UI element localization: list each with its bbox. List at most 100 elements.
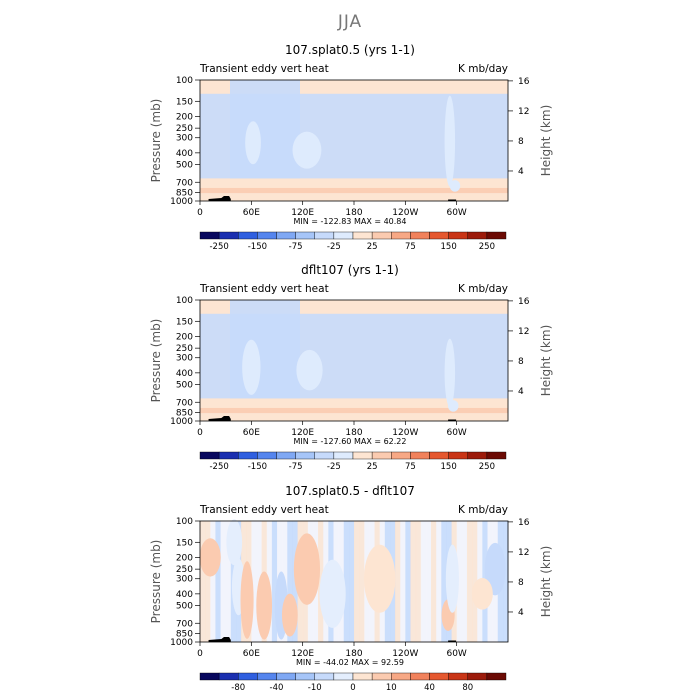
field-streak <box>472 521 478 642</box>
lon-tick-label: 180 <box>345 208 362 218</box>
field-group <box>200 300 508 421</box>
field-streak <box>225 521 232 642</box>
panel-units: K mb/day <box>458 63 508 75</box>
topography <box>208 637 231 642</box>
pressure-tick-label: 850 <box>176 629 193 639</box>
panel-left-string: Transient eddy vert heat <box>199 63 329 75</box>
pressure-tick-label: 1000 <box>170 638 193 648</box>
field-feature <box>471 578 493 610</box>
field-feature <box>242 339 261 395</box>
field-feature <box>240 561 254 639</box>
colorbar-swatch <box>257 231 277 240</box>
colorbar-swatch <box>257 672 277 681</box>
colorbar-label: -40 <box>270 683 284 693</box>
field-feature <box>256 571 273 640</box>
colorbar-label: -150 <box>248 462 267 472</box>
pressure-tick-label: 250 <box>176 124 193 134</box>
colorbar-label: 250 <box>479 242 495 252</box>
field-feature <box>199 538 221 577</box>
colorbar-swatch <box>448 451 468 460</box>
field-band <box>200 407 508 414</box>
field-streak <box>405 521 411 642</box>
colorbar-swatch <box>448 231 468 240</box>
field-streak <box>441 521 447 642</box>
colorbar-swatch <box>199 672 220 681</box>
field-streak <box>220 521 227 642</box>
field-streak <box>400 521 406 642</box>
pressure-tick-label: 400 <box>176 590 193 600</box>
colorbar-swatch <box>410 672 430 681</box>
pressure-tick-label: 1000 <box>170 417 193 427</box>
field-streak <box>395 521 401 642</box>
min-max-stats: MIN = -122.83 MAX = 40.84 <box>293 217 406 226</box>
height-tick-label: 4 <box>518 167 524 177</box>
colorbar-label: -75 <box>289 242 303 252</box>
colorbar-swatch <box>371 672 392 681</box>
colorbar-label: -75 <box>289 462 303 472</box>
field-streak <box>343 521 350 642</box>
pressure-tick-label: 400 <box>176 369 193 379</box>
colorbar-swatch <box>276 231 296 240</box>
panel-units: K mb/day <box>458 283 508 295</box>
colorbar-swatch <box>371 451 392 460</box>
y-axis-label-right: Height (km) <box>539 546 553 617</box>
lon-tick-label: 60W <box>446 649 466 659</box>
colorbar-label: 0 <box>350 683 355 693</box>
height-tick-label: 4 <box>518 387 524 397</box>
field-group <box>200 80 508 201</box>
pressure-tick-label: 150 <box>176 97 193 107</box>
colorbar-label: 80 <box>462 683 473 693</box>
colorbar-swatch <box>467 672 488 681</box>
field-feature <box>293 533 321 605</box>
colorbar-swatch <box>429 231 449 240</box>
pressure-tick-label: 100 <box>176 76 193 86</box>
lon-tick-label: 120W <box>392 428 418 438</box>
colorbar-swatch <box>314 231 335 240</box>
field-streak <box>415 521 422 642</box>
colorbar-label: -25 <box>327 462 341 472</box>
lon-tick-label: 120W <box>392 649 418 659</box>
colorbar-label: 25 <box>367 242 378 252</box>
lon-tick-label: 60E <box>243 649 260 659</box>
field-streak <box>502 521 509 642</box>
panel-left-string: Transient eddy vert heat <box>199 283 329 295</box>
field-streak <box>456 521 463 642</box>
height-tick-label: 12 <box>518 327 529 337</box>
colorbar-swatch <box>295 451 315 460</box>
colorbar-label: 75 <box>405 462 416 472</box>
pressure-tick-label: 700 <box>176 178 193 188</box>
pressure-tick-label: 850 <box>176 188 193 198</box>
y-axis-label: Pressure (mb) <box>149 319 163 403</box>
colorbar-swatch <box>218 672 239 681</box>
colorbar-label: -150 <box>248 242 267 252</box>
field-streak <box>271 521 278 642</box>
lon-tick-label: 180 <box>345 649 362 659</box>
colorbar-swatch <box>295 672 315 681</box>
colorbar-swatch <box>333 672 354 681</box>
pressure-tick-label: 300 <box>176 134 193 144</box>
pressure-tick-label: 200 <box>176 332 193 342</box>
pressure-tick-label: 150 <box>176 317 193 327</box>
lon-tick-label: 120E <box>291 208 314 218</box>
field-feature <box>281 593 298 637</box>
pressure-tick-label: 500 <box>176 161 193 171</box>
colorbar-label: -250 <box>209 462 228 472</box>
lon-tick-label: 60W <box>446 208 466 218</box>
colorbar-swatch <box>276 451 296 460</box>
lon-tick-label: 60W <box>446 428 466 438</box>
pressure-tick-label: 100 <box>176 517 193 527</box>
colorbar-swatch <box>295 231 315 240</box>
topography <box>448 419 457 421</box>
field-streak <box>359 521 365 642</box>
field-feature <box>445 544 459 613</box>
colorbar-label: -25 <box>327 242 341 252</box>
pressure-tick-label: 250 <box>176 565 193 575</box>
field-feature <box>447 400 459 412</box>
height-tick-label: 4 <box>518 608 524 618</box>
colorbar-swatch <box>467 231 488 240</box>
field-feature <box>444 338 456 407</box>
field-streak <box>420 521 427 642</box>
colorbar-label: 150 <box>441 242 457 252</box>
colorbar-swatch <box>238 231 258 240</box>
colorbar-swatch <box>371 231 392 240</box>
